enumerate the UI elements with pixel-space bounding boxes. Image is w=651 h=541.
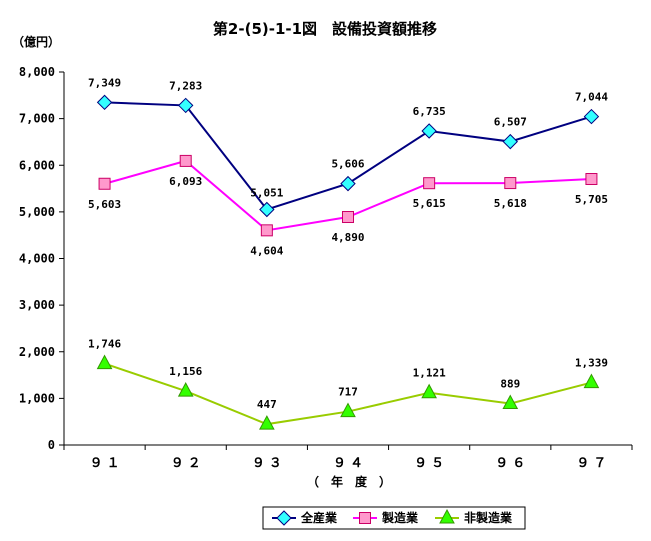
legend-label: 製造業 (381, 510, 419, 525)
data-label: 447 (257, 398, 277, 411)
legend-marker (439, 508, 455, 524)
data-label: 717 (338, 386, 358, 399)
data-point (98, 177, 111, 190)
data-label: 5,603 (88, 198, 121, 211)
data-label: 4,604 (250, 244, 283, 257)
series-3: 1,746 1,156 447 717 1,121 889 1,339 (88, 338, 608, 430)
data-point (259, 415, 275, 430)
series-1: 7,349 7,283 5,051 5,606 6,735 6,507 7,044 (88, 76, 608, 218)
data-label: 7,283 (169, 79, 202, 92)
x-tick-label: ９５ (414, 456, 448, 471)
y-tick-label: 5,000 (19, 205, 55, 219)
y-tick-label: 3,000 (19, 298, 55, 312)
data-point (423, 177, 436, 190)
x-tick-label: ９２ (171, 456, 205, 471)
data-label: 5,705 (575, 193, 608, 206)
x-tick-label: ９４ (333, 456, 367, 471)
x-tick-label: ９３ (252, 456, 286, 471)
data-point (583, 373, 600, 389)
data-point (502, 133, 518, 150)
chart-title: 第2-(5)-1-1図 設備投資額推移 (213, 20, 437, 38)
data-label: 6,093 (169, 175, 202, 188)
data-label: 889 (500, 378, 520, 391)
data-label: 7,044 (575, 91, 608, 104)
x-tick-label: ９１ (90, 456, 124, 471)
y-tick-label: 8,000 (19, 65, 55, 79)
data-label: 5,051 (250, 186, 283, 199)
data-label: 6,507 (494, 116, 527, 129)
data-label: 6,735 (413, 105, 446, 118)
legend-box (262, 506, 526, 530)
data-label: 1,746 (88, 338, 121, 351)
data-point (585, 173, 598, 186)
series-layer: 7,349 7,283 5,051 5,606 6,735 6,507 7,044 5,603… (88, 76, 608, 430)
data-label: 7,349 (88, 76, 121, 89)
data-point (504, 177, 517, 190)
data-point (583, 108, 600, 125)
y-tick-label: 1,000 (19, 391, 55, 405)
x-tick-label: ９６ (495, 456, 529, 471)
y-tick-label: 6,000 (19, 158, 55, 172)
data-point (340, 402, 356, 418)
legend-marker (276, 510, 292, 526)
data-point (178, 97, 194, 114)
data-point (421, 123, 437, 139)
data-label: 1,121 (413, 367, 446, 380)
legend-marker (359, 512, 371, 524)
data-point (177, 382, 194, 397)
data-point (96, 354, 113, 370)
y-tick-label: 2,000 (19, 345, 55, 359)
series-2: 5,603 6,093 4,604 4,890 5,615 5,618 5,705 (88, 154, 608, 257)
y-tick-label: 7,000 (19, 112, 55, 126)
data-point (421, 383, 437, 399)
y-axis-unit-label: （億円） (12, 34, 60, 49)
data-point (342, 211, 354, 224)
data-label: 5,615 (413, 197, 446, 210)
data-point (502, 394, 519, 410)
axes: 0 1,000 2,000 3,000 4,000 5,000 6,000 7,000 8,00… (19, 65, 633, 471)
data-point (259, 201, 275, 218)
legend-label: 非製造業 (464, 510, 513, 525)
data-label: 1,339 (575, 357, 608, 370)
data-point (260, 224, 273, 237)
data-label: 4,890 (331, 231, 364, 244)
data-label: 5,606 (331, 158, 364, 171)
legend-label: 全産業 (300, 510, 338, 525)
data-label: 5,618 (494, 197, 527, 210)
y-tick-label: 4,000 (19, 252, 55, 266)
data-point (179, 154, 192, 167)
x-axis-label: （ 年 度 ） (307, 474, 391, 489)
data-point (96, 94, 113, 111)
data-point (340, 175, 356, 192)
data-label: 1,156 (169, 365, 202, 378)
x-tick-label: ９７ (576, 456, 610, 471)
legend: 全産業 製造業 非製造業 (262, 506, 526, 530)
y-tick-label: 0 (48, 438, 55, 452)
